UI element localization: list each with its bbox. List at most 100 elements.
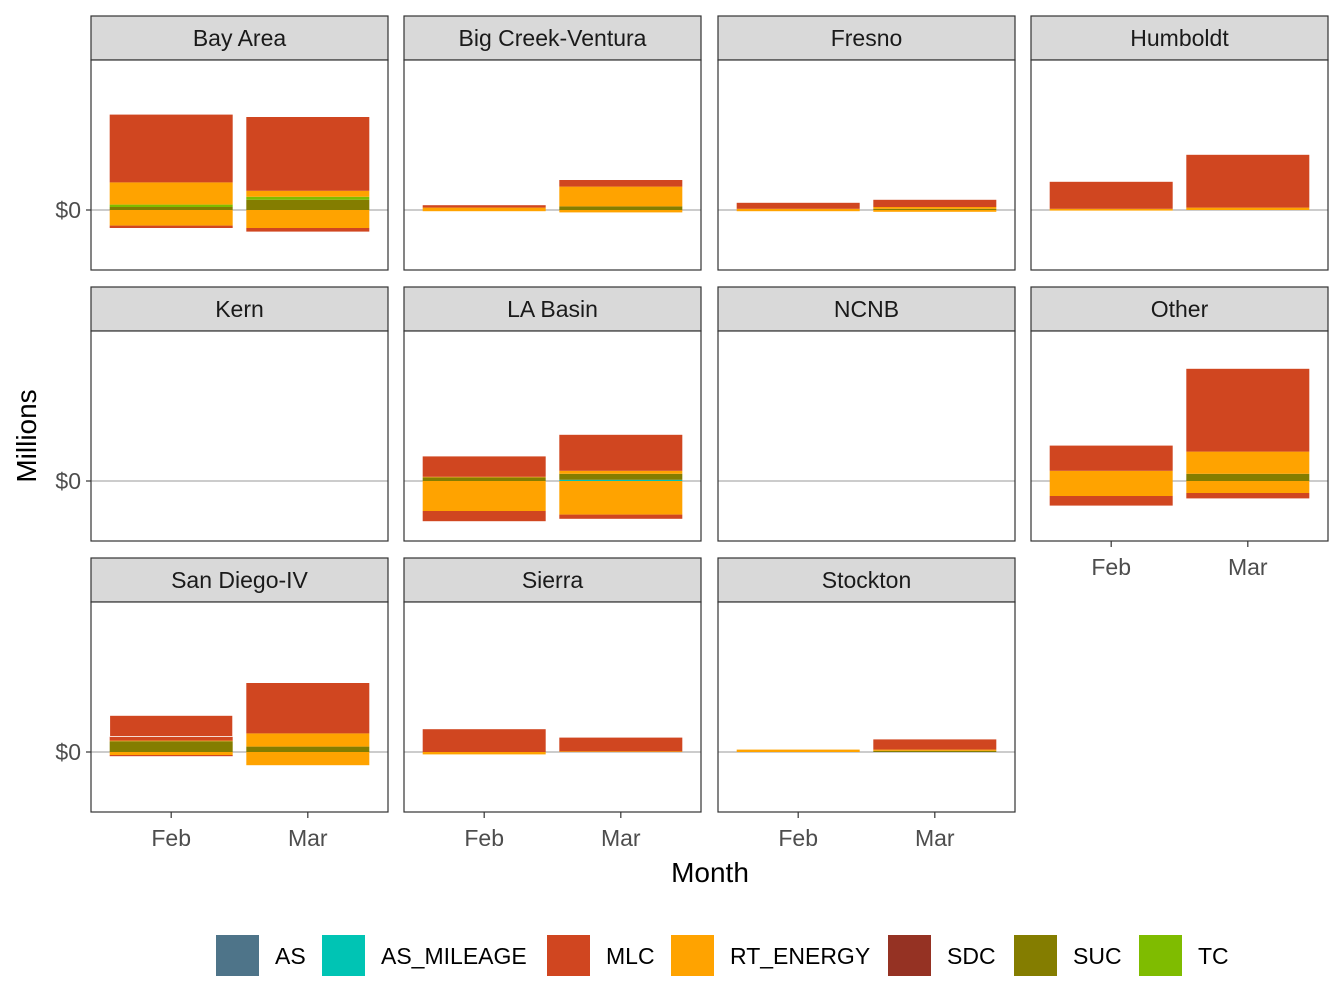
bar-segment-mlc-mar	[559, 737, 683, 752]
facet-strip-label: LA Basin	[507, 296, 598, 322]
bar-segment-neg-rt-energy-mar	[1186, 481, 1310, 493]
facet-strip	[403, 286, 702, 332]
legend-label-mlc: MLC	[606, 943, 655, 969]
panel-background	[718, 60, 1015, 270]
legend-swatch-as	[216, 935, 259, 976]
bar-segment-suc-feb	[422, 477, 546, 481]
panel-fresno: Fresno	[717, 15, 1016, 271]
bar-segment-mlc-mar	[559, 180, 683, 187]
panel-la-basin: LA Basin	[403, 286, 702, 542]
facet-strip	[90, 557, 389, 603]
legend-label-suc: SUC	[1073, 943, 1122, 969]
x-tick-label-feb: Feb	[151, 825, 191, 851]
bar-segment-mlc-feb	[109, 715, 234, 737]
x-tick-label-mar: Mar	[915, 825, 955, 851]
legend-item-as: AS	[216, 935, 306, 976]
facet-strip-label: Big Creek-Ventura	[459, 25, 647, 51]
legend-swatch-as-mileage	[322, 935, 365, 976]
bar-segment-suc-mar	[246, 199, 370, 210]
panel-background	[91, 331, 388, 541]
bar-segment-tc-feb	[109, 204, 233, 207]
panel-border	[90, 59, 389, 271]
axes: $0 $0 Feb Mar $0 Feb Mar Feb Mar Feb Mar	[55, 197, 1268, 851]
panel-border	[717, 601, 1016, 813]
legend-item-rt-energy: RT_ENERGY	[671, 935, 870, 976]
bar-segment-rt-energy-mar	[246, 190, 370, 197]
bar-segment-neg-rt-energy-feb	[422, 210, 546, 212]
legend-label-as-mileage: AS_MILEAGE	[381, 943, 527, 969]
bar-segment-neg-mlc-feb	[1049, 496, 1173, 506]
bar-segment-mlc-mar	[559, 434, 683, 471]
bar-segment-rt-energy-feb	[1049, 208, 1173, 210]
facet-strip-label: San Diego-IV	[171, 567, 308, 593]
bar-segment-suc-feb	[109, 741, 233, 752]
bar-segment-mlc-mar	[873, 199, 997, 207]
bar-segment-suc-feb	[109, 207, 233, 210]
bar-segment-neg-rt-energy-feb	[109, 210, 233, 226]
bar-segment-neg-mlc-mar	[246, 228, 370, 232]
bar-segment-neg-rt-energy-feb	[1049, 210, 1173, 211]
bar-segment-suc-mar	[246, 746, 370, 752]
panel-border	[90, 601, 389, 813]
facet-strip	[717, 286, 1016, 332]
bar-segment-mlc-feb	[109, 736, 233, 741]
legend-item-tc: TC	[1139, 935, 1229, 976]
facet-strip-label: Kern	[215, 296, 264, 322]
panel-border	[403, 601, 702, 813]
facet-strip-label: Other	[1151, 296, 1209, 322]
bar-segment-rt-energy-feb	[736, 749, 860, 752]
bar-segment-tc-mar	[246, 196, 370, 200]
facet-strip	[403, 557, 702, 603]
legend-swatch-mlc	[547, 935, 590, 976]
facet-panels: Bay Area Big Creek-Ventura Fresno Humboldt K…	[90, 15, 1329, 813]
facet-strip	[1030, 286, 1329, 332]
bar-segment-suc-mar	[873, 208, 997, 210]
legend-swatch-sdc	[888, 935, 931, 976]
bar-segment-mlc-feb	[109, 114, 233, 183]
facet-strip	[717, 15, 1016, 61]
bar-segment-rt-energy-feb	[1049, 470, 1173, 481]
facet-strip-label: Stockton	[822, 567, 912, 593]
legend-label-as: AS	[275, 943, 306, 969]
facet-strip	[90, 286, 389, 332]
panel-bay-area: Bay Area	[90, 15, 389, 271]
bar-segment-mlc-mar	[1186, 368, 1310, 452]
bar-segment-suc-mar	[559, 206, 683, 210]
facet-strip-label: Sierra	[522, 567, 584, 593]
bar-segment-mlc-feb	[736, 202, 860, 209]
bar-segment-neg-rt-energy-mar	[873, 210, 997, 212]
facet-strip-label: Fresno	[831, 25, 903, 51]
y-tick-label: $0	[55, 468, 81, 494]
bar-segment-suc-mar	[1186, 473, 1310, 481]
x-tick-label-mar: Mar	[601, 825, 641, 851]
bar-segment-neg-rt-energy-mar	[246, 210, 370, 228]
panel-background	[404, 602, 701, 812]
bar-segment-neg-mlc-feb	[109, 755, 233, 757]
x-tick-label-mar: Mar	[1228, 554, 1268, 580]
y-tick-label: $0	[55, 197, 81, 223]
panel-kern: Kern	[90, 286, 389, 542]
facet-strip-label: Humboldt	[1130, 25, 1229, 51]
x-tick-label-feb: Feb	[778, 825, 818, 851]
bar-segment-mlc-mar	[246, 117, 370, 191]
legend-swatch-tc	[1139, 935, 1182, 976]
bar-segment-rt-energy-mar	[559, 186, 683, 207]
panel-background	[718, 331, 1015, 541]
bar-segment-neg-mlc-feb	[109, 225, 233, 228]
bar-segment-mlc-feb	[422, 729, 546, 752]
panel-ncnb: NCNB	[717, 286, 1016, 542]
y-axis-title: Millions	[11, 389, 42, 482]
panel-border	[403, 330, 702, 542]
facet-strip	[717, 557, 1016, 603]
bar-segment-rt-energy-mar	[873, 749, 997, 751]
panel-border	[403, 59, 702, 271]
bar-segment-rt-energy-mar	[559, 470, 683, 474]
panel-border	[717, 59, 1016, 271]
y-tick-label: $0	[55, 739, 81, 765]
bar-segment-neg-mlc-mar	[559, 514, 683, 519]
x-tick-label-mar: Mar	[288, 825, 328, 851]
bar-segment-rt-energy-feb	[736, 208, 860, 210]
bar-segment-rt-energy-mar	[559, 751, 683, 752]
bar-segment-rt-energy-mar	[1186, 451, 1310, 474]
panel-other: Other	[1030, 286, 1329, 542]
